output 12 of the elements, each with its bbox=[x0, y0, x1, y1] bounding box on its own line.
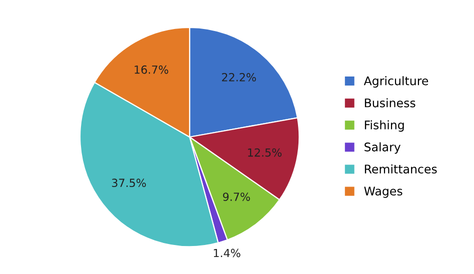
data-label: 22.2% bbox=[222, 73, 256, 82]
legend-label: Agriculture bbox=[364, 76, 428, 88]
data-label: 37.5% bbox=[112, 178, 146, 188]
legend-label: Remittances bbox=[364, 164, 437, 174]
data-label: 12.5% bbox=[248, 148, 282, 157]
legend-label: Business bbox=[364, 98, 416, 108]
data-label: 1.4% bbox=[214, 248, 240, 258]
legend-label: Wages bbox=[364, 186, 402, 198]
data-label: 16.7% bbox=[134, 65, 168, 74]
legend-label: Fishing bbox=[364, 120, 404, 132]
legend-label: Salary bbox=[364, 142, 401, 154]
data-label: 9.7% bbox=[223, 192, 250, 201]
